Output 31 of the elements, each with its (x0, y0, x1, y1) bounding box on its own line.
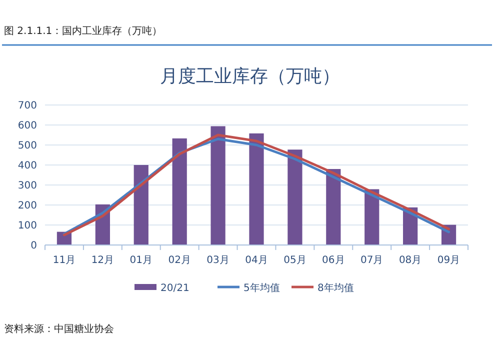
bar (288, 150, 302, 245)
chart-title: 月度工业库存（万吨） (160, 66, 340, 87)
x-tick-label: 04月 (245, 255, 268, 266)
y-tick-label: 0 (30, 240, 37, 252)
y-tick-label: 400 (18, 160, 37, 172)
y-tick-label: 300 (18, 180, 37, 192)
caption: 图 2.1.1.1：国内工业库存（万吨） (4, 25, 162, 37)
x-tick-label: 12月 (91, 255, 114, 266)
x-tick-label: 06月 (322, 255, 345, 266)
bar (134, 165, 148, 245)
x-tick-label: 08月 (398, 255, 422, 266)
y-tick-label: 600 (18, 120, 37, 132)
bar (172, 138, 187, 245)
y-tick-label: 700 (18, 100, 37, 112)
x-tick-label: 02月 (168, 255, 191, 266)
x-tick-label: 05月 (284, 255, 306, 266)
bar (249, 133, 264, 245)
x-tick-label: 11月 (52, 255, 76, 266)
legend-label: 20/21 (160, 283, 190, 294)
legend-label: 8年均值 (318, 282, 354, 294)
x-tick-label: 09月 (437, 255, 460, 266)
bar (210, 126, 226, 245)
x-tick-label: 07月 (360, 255, 384, 266)
y-tick-label: 100 (18, 220, 37, 232)
legend-label: 5年均值 (244, 282, 280, 294)
bar (326, 169, 341, 245)
y-tick-label: 200 (18, 200, 37, 212)
y-tick-label: 500 (18, 140, 37, 152)
x-tick-label: 01月 (130, 255, 153, 266)
x-tick-label: 03月 (206, 255, 230, 266)
text: 资料来源：中国糖业协会 (4, 323, 114, 335)
